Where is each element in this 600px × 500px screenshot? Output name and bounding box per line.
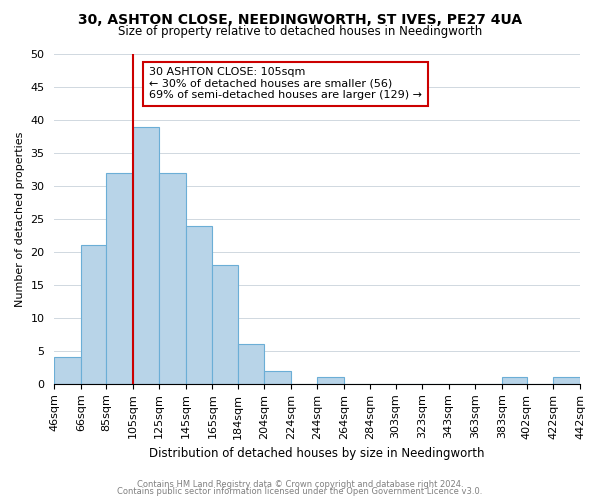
Bar <box>55 358 81 384</box>
Text: Contains HM Land Registry data © Crown copyright and database right 2024.: Contains HM Land Registry data © Crown c… <box>137 480 463 489</box>
Bar <box>81 246 106 384</box>
Bar <box>159 172 186 384</box>
X-axis label: Distribution of detached houses by size in Needingworth: Distribution of detached houses by size … <box>149 447 485 460</box>
Text: 30 ASHTON CLOSE: 105sqm
← 30% of detached houses are smaller (56)
69% of semi-de: 30 ASHTON CLOSE: 105sqm ← 30% of detache… <box>149 67 422 100</box>
Bar <box>212 265 238 384</box>
Bar <box>133 126 159 384</box>
Y-axis label: Number of detached properties: Number of detached properties <box>15 131 25 306</box>
Bar <box>186 226 212 384</box>
Bar <box>264 370 290 384</box>
Bar <box>553 377 580 384</box>
Text: 30, ASHTON CLOSE, NEEDINGWORTH, ST IVES, PE27 4UA: 30, ASHTON CLOSE, NEEDINGWORTH, ST IVES,… <box>78 12 522 26</box>
Bar <box>238 344 264 384</box>
Bar <box>106 172 133 384</box>
Text: Contains public sector information licensed under the Open Government Licence v3: Contains public sector information licen… <box>118 487 482 496</box>
Bar <box>317 377 344 384</box>
Bar <box>502 377 527 384</box>
Text: Size of property relative to detached houses in Needingworth: Size of property relative to detached ho… <box>118 25 482 38</box>
